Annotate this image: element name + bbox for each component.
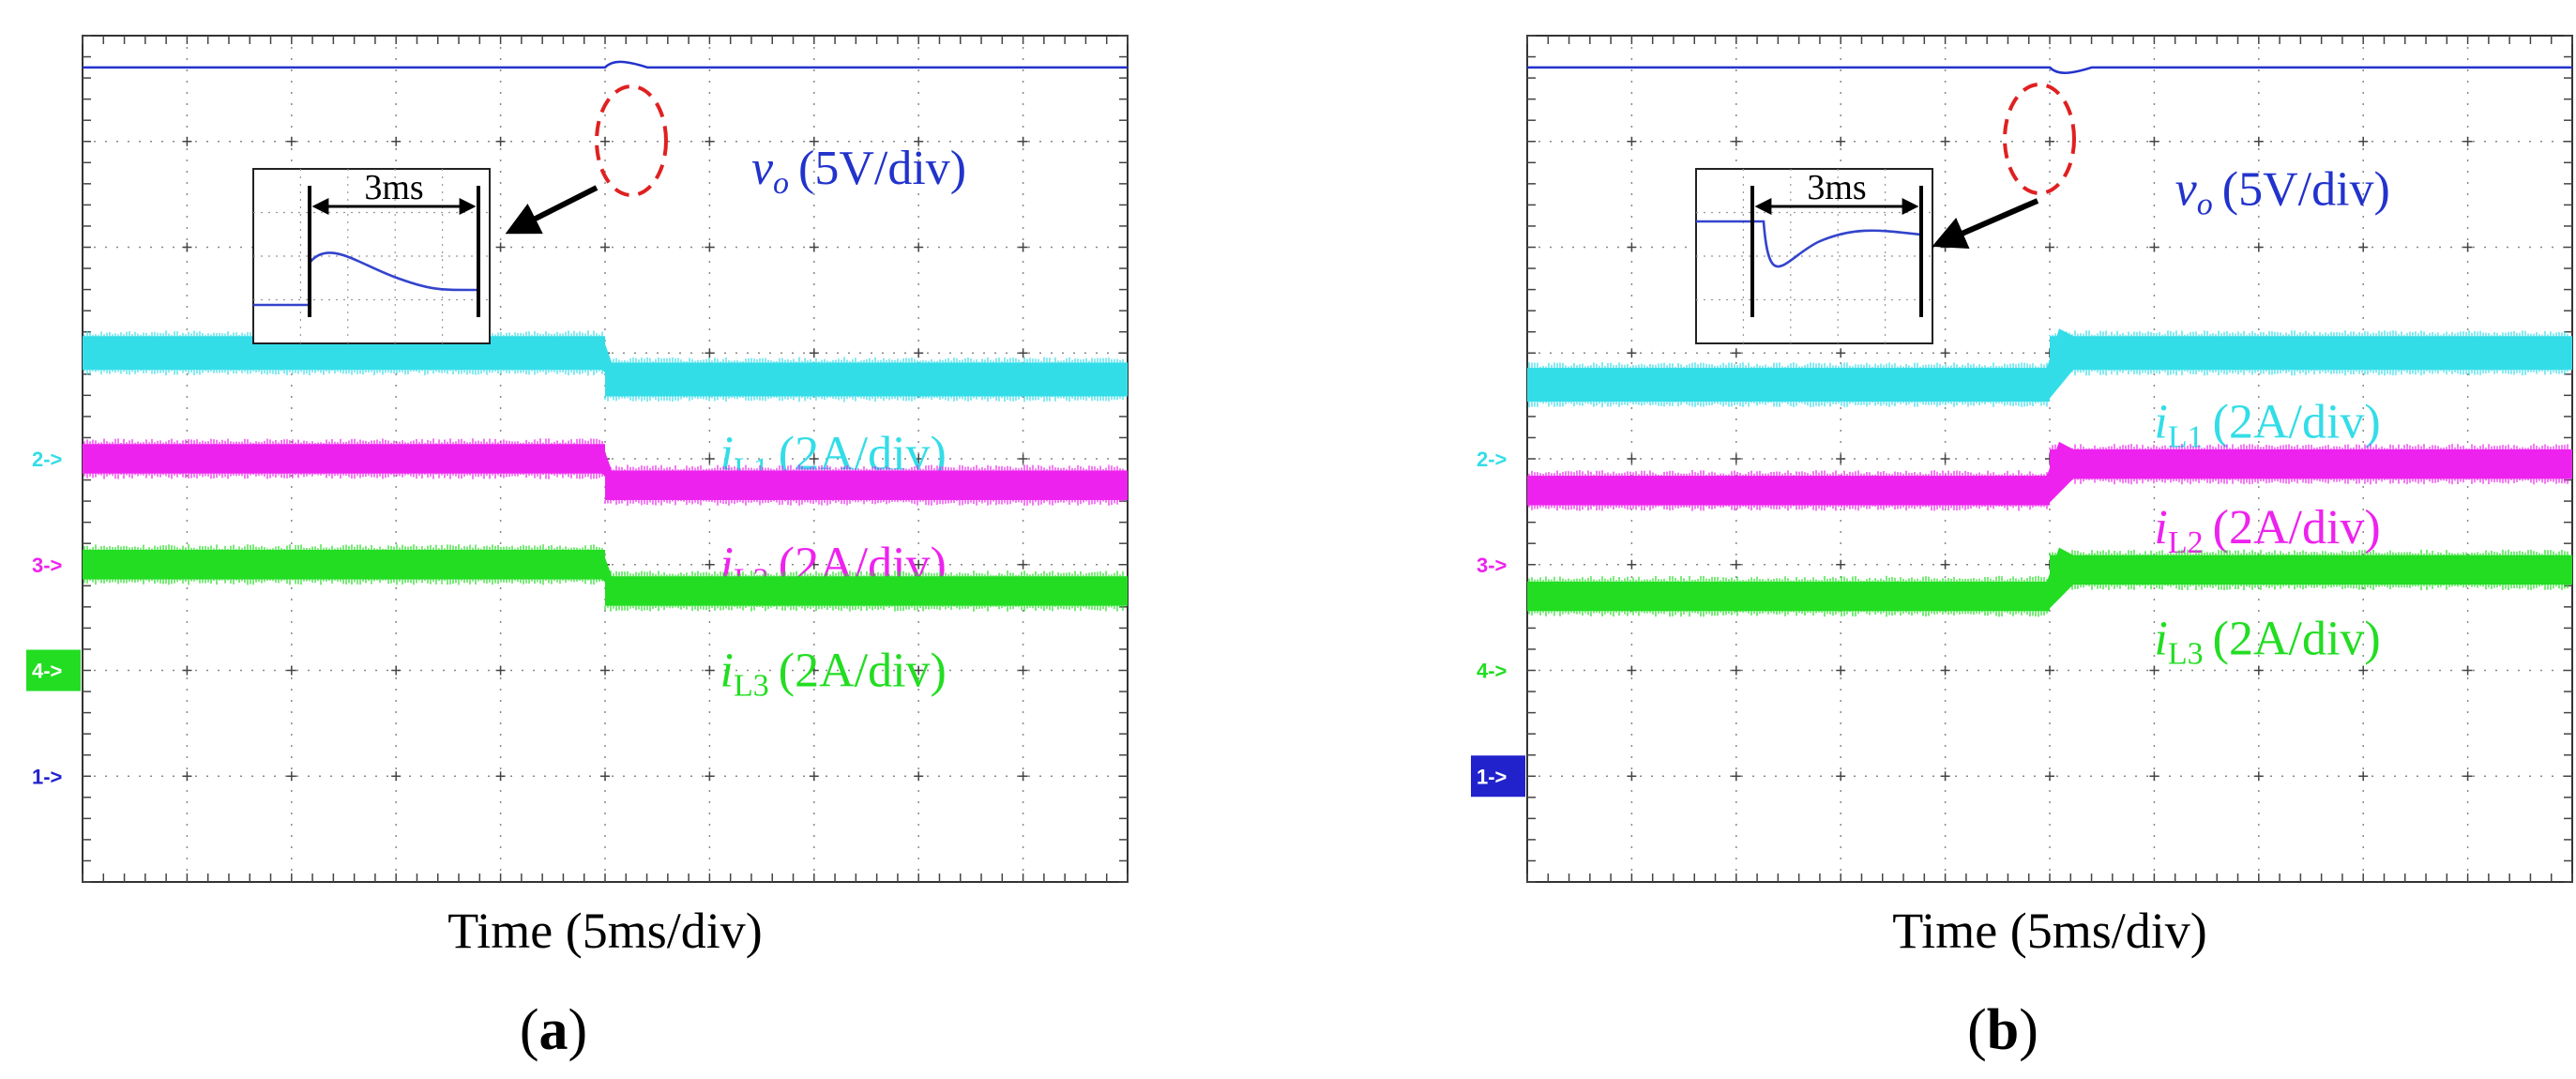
trace-symbol: v: [2175, 162, 2198, 216]
channel-marker-label: 4->: [32, 660, 62, 683]
channel-marker-1: 1->: [1471, 755, 1525, 798]
band-step-iL3: [2047, 547, 2073, 612]
inset-wave: [253, 251, 479, 307]
pointer-arrow: [1932, 198, 2039, 250]
caption-close: ): [568, 998, 588, 1062]
band-before-iL3: [1527, 581, 2050, 612]
trace-label-iL3: iL3 (2A/div): [720, 644, 947, 703]
trace-label-iL3: iL3 (2A/div): [2154, 613, 2380, 672]
trace-subscript: o: [2197, 187, 2213, 221]
trace-vo: vo (5V/div): [83, 60, 1128, 201]
trace-subscript: o: [773, 166, 789, 201]
zoom-inset: 3ms: [252, 168, 491, 344]
channel-marker-label: 1->: [32, 765, 62, 788]
trace-subscript: L3: [734, 668, 769, 703]
x-axis-label: Time (5ms/div): [1892, 903, 2207, 959]
trace-scale: (2A/div): [2213, 501, 2381, 555]
trace-label-vo: vo (5V/div): [2175, 162, 2390, 221]
panel-a: vo(5V/div)iL1(2A/div)iL2(2A/div)iL3(2A/d…: [26, 35, 1129, 1062]
trace-symbol: i: [2154, 613, 2167, 666]
band-before-iL1: [1527, 368, 2050, 403]
pointer-arrow: [505, 185, 599, 235]
trace-line-vo: [1527, 66, 2572, 74]
band-step-iL2: [602, 444, 629, 500]
channel-marker-4: 4->: [1477, 660, 1507, 683]
zoom-inset: 3ms: [1695, 168, 1933, 344]
channel-marker-box: [1471, 755, 1525, 798]
caption-open: (: [520, 998, 539, 1062]
trace-symbol: i: [720, 644, 734, 697]
band-step-iL1: [602, 336, 629, 397]
trace-label-iL2: iL2(2A/div): [2154, 501, 2380, 560]
band-noise-iL1: [1528, 330, 2568, 408]
caption-close: ): [2019, 998, 2038, 1062]
trace-symbol: i: [2154, 395, 2167, 448]
panel-caption: (a): [520, 998, 587, 1062]
band-noise-iL2: [1528, 443, 2568, 511]
channel-marker-label: 3->: [32, 554, 62, 577]
band-after-iL2: [605, 470, 1128, 500]
band-noise-iL2: [83, 438, 1124, 506]
inset-span-label: 3ms: [1807, 168, 1866, 207]
channel-marker-box: [26, 649, 81, 691]
trace-scale: (5V/div): [2222, 162, 2390, 216]
trace-iL3: iL3 (2A/div): [1527, 547, 2572, 672]
channel-marker-3: 3->: [1477, 554, 1507, 577]
band-after-iL2: [2050, 448, 2572, 479]
trace-scale: (2A/div): [2213, 613, 2381, 666]
trace-iL2: iL2(2A/div): [1527, 441, 2572, 560]
trace-symbol: i: [2154, 501, 2167, 555]
channel-marker-label: 1->: [1477, 765, 1507, 788]
highlight-ellipse: [595, 84, 668, 197]
caption-open: (: [1967, 998, 1987, 1062]
band-step-iL3: [602, 549, 629, 606]
band-before-iL3: [83, 549, 605, 580]
band-noise-iL3: [83, 544, 1124, 612]
band-step-iL1: [2047, 328, 2073, 403]
band-after-iL3: [2050, 555, 2572, 585]
trace-subscript: L3: [2168, 637, 2204, 672]
trace-scale: (2A/div): [2213, 395, 2381, 448]
caption-letter: b: [1987, 998, 2019, 1062]
band-after-iL1: [605, 362, 1128, 397]
band-step-iL2: [2047, 441, 2073, 506]
inset-span-label: 3ms: [364, 168, 423, 207]
band-before-iL2: [1527, 476, 2050, 506]
band-after-iL1: [2050, 336, 2572, 371]
channel-marker-label: 2->: [32, 448, 62, 471]
band-before-iL2: [83, 444, 605, 474]
highlight-ellipse: [2003, 83, 2076, 195]
channel-marker-2: 2->: [1477, 448, 1507, 471]
trace-label-vo: vo (5V/div): [751, 142, 966, 201]
channel-marker-label: 4->: [1477, 660, 1507, 683]
trace-symbol: v: [751, 142, 774, 195]
panel-b: vo (5V/div)iL1 (2A/div)iL2 (2A/div)iL3 (2A/d…: [1471, 35, 2573, 1062]
channel-marker-1: 1->: [32, 765, 62, 788]
trace-iL3: iL3 (2A/div): [83, 544, 1128, 703]
trace-scale: (5V/div): [798, 142, 966, 195]
trace-line-vo: [83, 60, 1128, 69]
trace-scale: (2A/div): [779, 644, 947, 697]
channel-marker-2: 2->: [32, 448, 62, 471]
channel-marker-label: 2->: [1477, 448, 1507, 471]
x-axis-label: Time (5ms/div): [447, 903, 763, 959]
band-after-iL3: [605, 576, 1128, 606]
panel-caption: (b): [1967, 998, 2038, 1062]
trace-label-iL1: iL1 (2A/div): [2154, 395, 2380, 454]
channel-marker-3: 3->: [32, 554, 62, 577]
inset-wave: [1696, 220, 1922, 268]
trace-iL1: iL1 (2A/div): [1527, 328, 2572, 454]
caption-letter: a: [539, 998, 568, 1062]
channel-marker-4: 4->: [26, 649, 81, 691]
trace-vo: vo (5V/div): [1527, 66, 2572, 221]
channel-marker-label: 3->: [1477, 554, 1507, 577]
band-noise-iL3: [1528, 549, 2568, 617]
